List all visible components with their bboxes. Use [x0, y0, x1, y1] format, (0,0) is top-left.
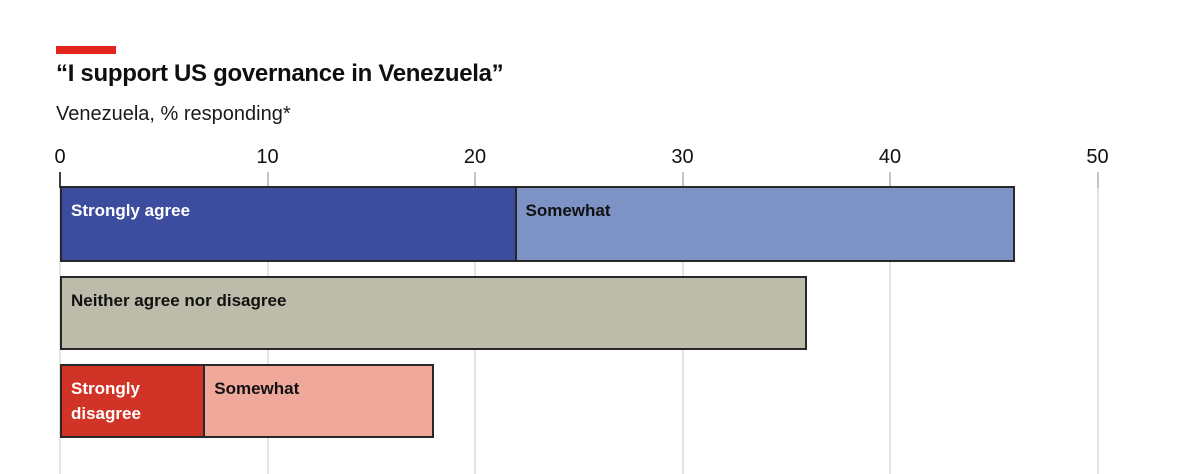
- x-axis-tick-30: [681, 172, 684, 188]
- chart-subtitle: Venezuela, % responding*: [56, 103, 291, 125]
- accent-tick-bar: [56, 46, 116, 54]
- chart-title: “I support US governance in Venezuela”: [56, 60, 504, 87]
- bar-segment-label: Strongly agree: [71, 201, 191, 220]
- bar-row-neither: Neither agree nor disagree: [60, 276, 807, 350]
- x-axis-tick-40: [889, 172, 891, 188]
- x-axis-label-10: 10: [256, 146, 279, 168]
- bar-segment: Somewhat: [205, 364, 434, 438]
- bar-segment: Neither agree nor disagree: [60, 276, 807, 350]
- gridline-50: [1096, 188, 1099, 474]
- x-axis-tick-50: [1096, 172, 1099, 188]
- x-axis-label-50: 50: [1086, 146, 1109, 168]
- x-axis-label-0: 0: [54, 146, 66, 168]
- x-axis-tick-20: [474, 172, 476, 188]
- bar-segment: Strongly agree: [60, 186, 517, 262]
- bar-row-agree: Strongly agree Somewhat: [60, 186, 1015, 262]
- x-axis-tick-10: [266, 172, 269, 188]
- bar-segment: Strongly disagree: [60, 364, 206, 438]
- x-axis-label-30: 30: [671, 146, 694, 168]
- bar-segment-label: Neither agree nor disagree: [71, 291, 287, 310]
- bar-segment: Somewhat: [516, 186, 1015, 262]
- x-axis-label-20: 20: [463, 146, 487, 168]
- x-axis-tick-0: [59, 172, 61, 188]
- x-axis-label-40: 40: [878, 146, 902, 168]
- gridline-40: [889, 188, 891, 474]
- bar-segment-label: Somewhat: [525, 201, 611, 220]
- bar-segment-label: Strongly disagree: [71, 379, 141, 423]
- bar-row-disagree: Strongly disagree Somewhat: [60, 364, 434, 438]
- bar-segment-label: Somewhat: [214, 379, 300, 398]
